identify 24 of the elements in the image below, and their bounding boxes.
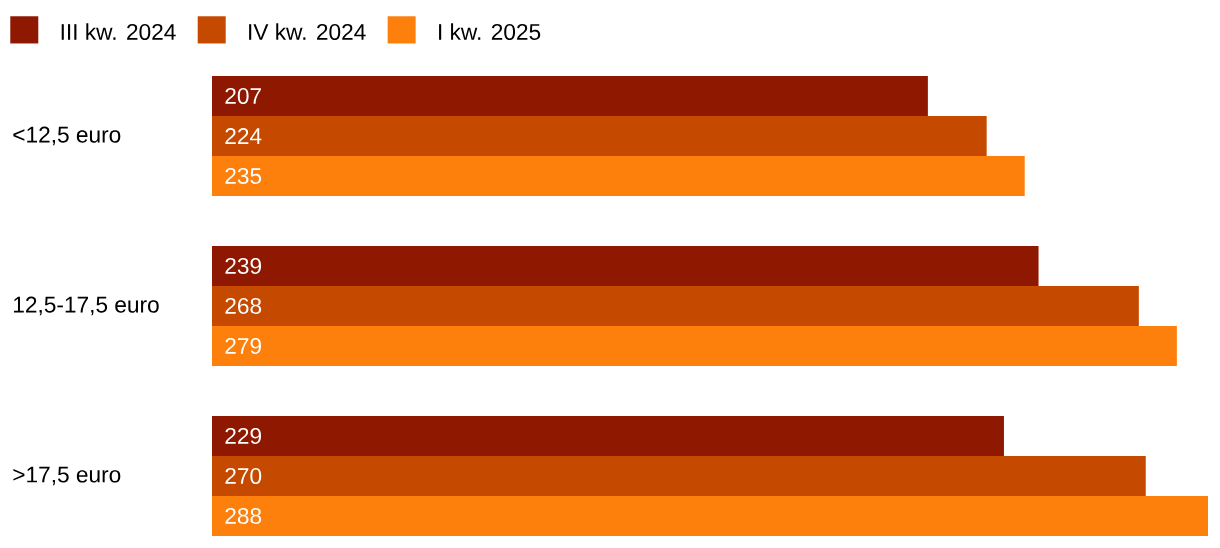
y-tick-label: 12,5-17,5 euro	[14, 296, 159, 316]
data-label: 207	[225, 87, 261, 105]
bar	[212, 285, 1139, 326]
data-label: 270	[225, 467, 262, 485]
bar	[212, 75, 928, 116]
data-label: 288	[225, 507, 262, 525]
legend-label: III kw. 2024	[61, 23, 176, 41]
data-label: 229	[225, 427, 262, 445]
data-label: 235	[225, 167, 262, 185]
data-label: 239	[225, 257, 262, 275]
bar	[212, 325, 1177, 366]
y-tick-label: >17,5 euro	[13, 466, 121, 486]
legend-label: I kw. 2025	[439, 23, 541, 41]
bar	[212, 155, 1025, 196]
bar	[212, 415, 1004, 456]
bar	[212, 455, 1146, 496]
legend-label: IV kw. 2024	[249, 23, 366, 41]
bar	[212, 495, 1208, 536]
bar	[212, 245, 1039, 286]
data-label: 268	[225, 297, 262, 315]
data-label: 224	[225, 128, 262, 144]
data-label: 279	[225, 337, 262, 355]
bar	[212, 115, 987, 156]
y-tick-label: <12,5 euro	[13, 126, 121, 146]
